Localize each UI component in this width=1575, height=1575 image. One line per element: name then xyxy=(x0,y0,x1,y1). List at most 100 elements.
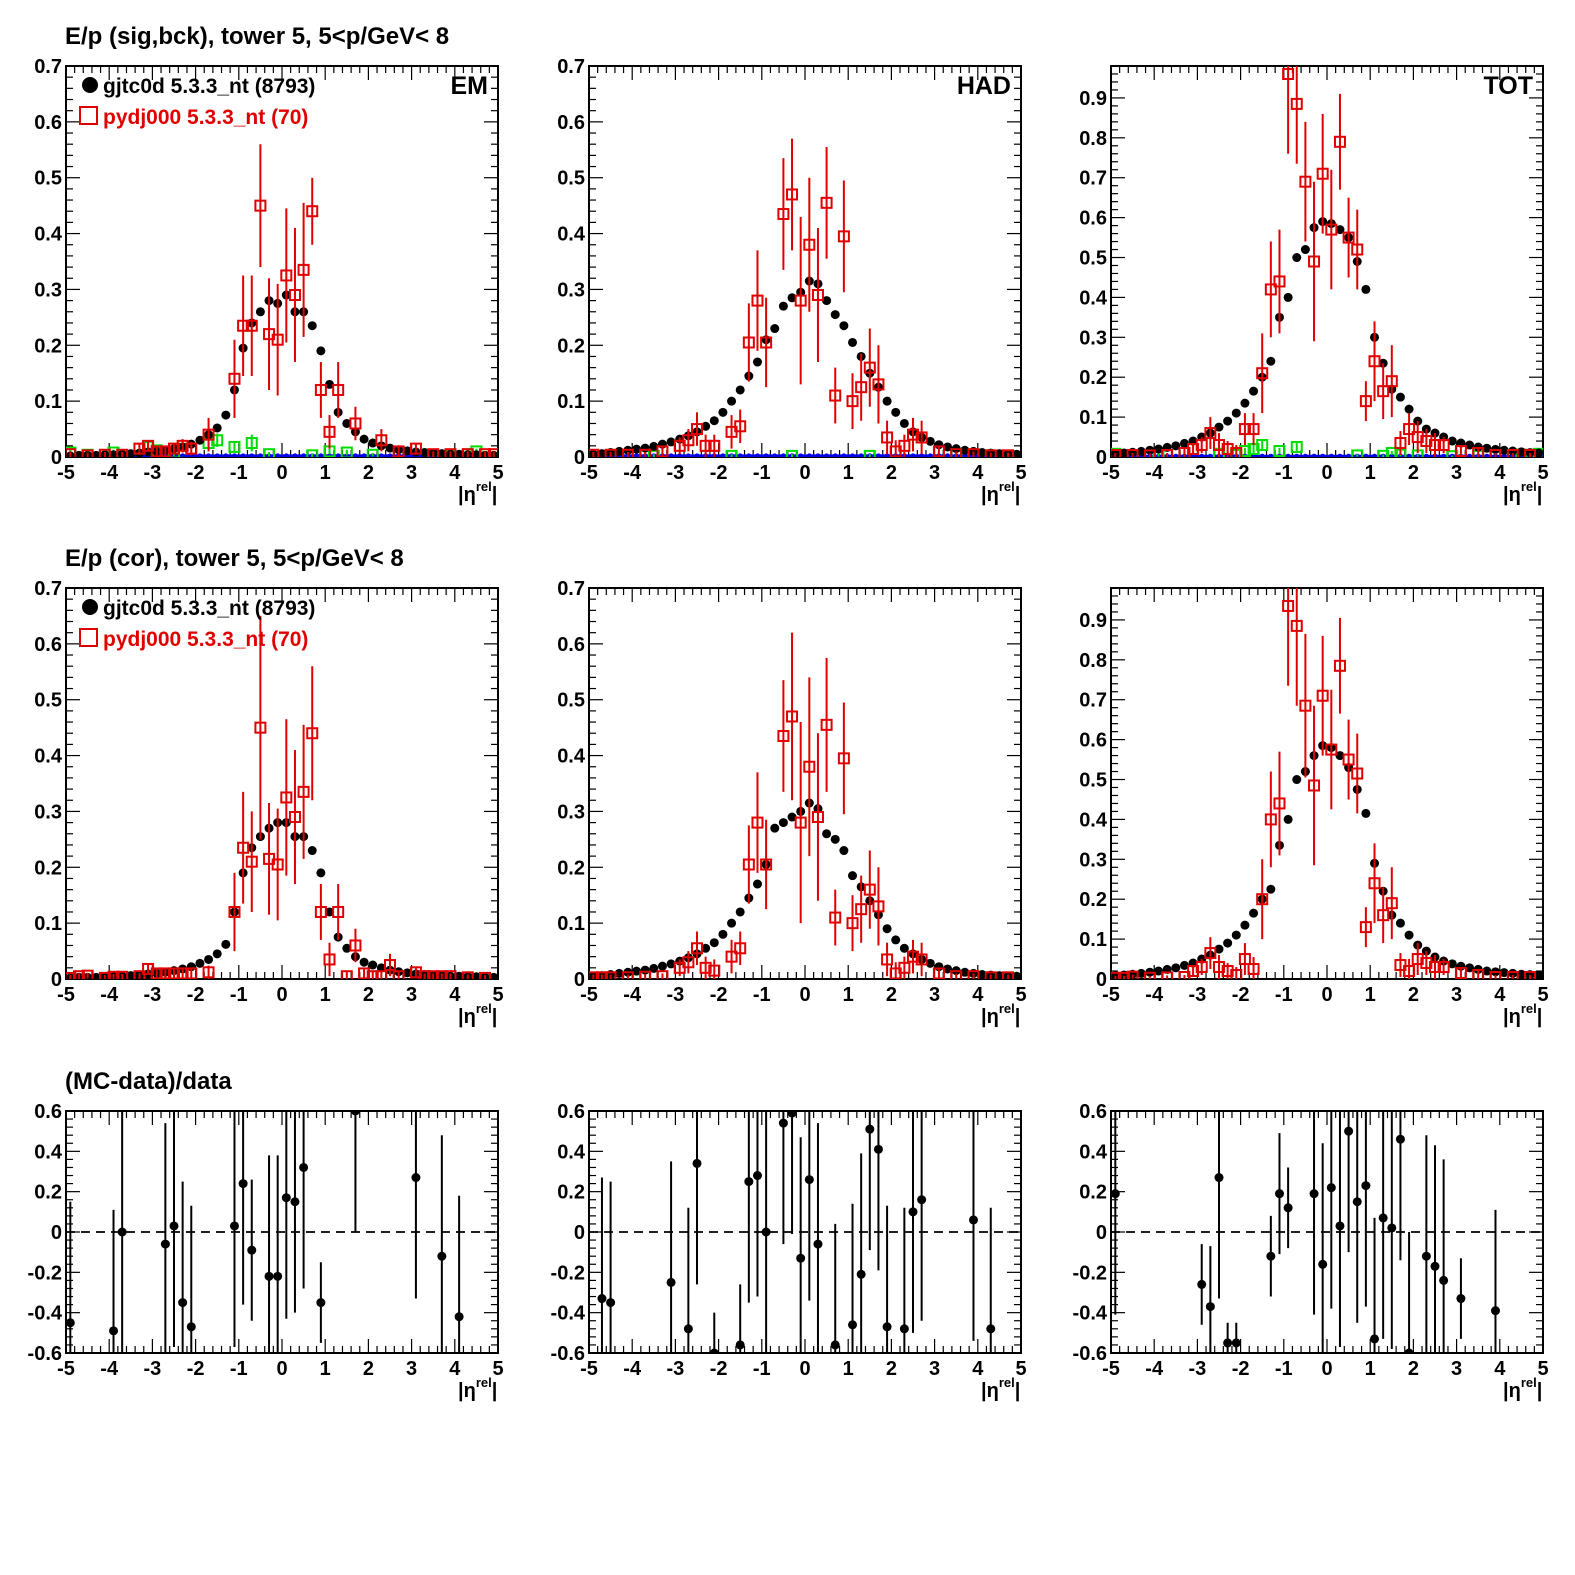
x-tick-label: 0 xyxy=(276,462,287,484)
mc-point xyxy=(202,428,215,441)
blue-series-point xyxy=(850,453,856,457)
blue-series-point xyxy=(301,453,307,457)
mc-point xyxy=(950,448,963,457)
blue-series-point xyxy=(754,453,760,457)
x-tick-label: 3 xyxy=(1451,1358,1462,1380)
data-point xyxy=(1335,751,1345,761)
mc-point xyxy=(1489,971,1502,979)
mc-point xyxy=(1420,957,1433,970)
ratio-point xyxy=(273,1271,283,1281)
ratio-point xyxy=(316,1298,326,1308)
data-point xyxy=(255,307,265,317)
data-point xyxy=(943,442,953,452)
y-tick-label: 0.3 xyxy=(1079,327,1107,349)
legend-mc-marker xyxy=(79,106,98,125)
blue-series-point xyxy=(1467,453,1473,457)
x-tick-label: -4 xyxy=(100,1358,119,1380)
chart-panel-ratio-em: -5 -4 -3 -2 -1 0 1 2 3 4 5 -0.6 -0.4 -0.2 0 0.2 0.4 0.6 |η… xyxy=(28,1101,504,1402)
y-tick-label: 0.6 xyxy=(34,112,62,134)
x-tick-label: -2 xyxy=(1232,984,1250,1006)
blue-series-point xyxy=(1285,453,1291,457)
green-point xyxy=(1351,449,1364,457)
ratio-point xyxy=(109,1326,119,1336)
data-point xyxy=(891,935,901,945)
x-tick-label: -1 xyxy=(230,462,248,484)
y-tick-label: 0.4 xyxy=(557,1141,586,1163)
x-axis-label: |ηrel| xyxy=(458,479,497,506)
x-tick-label: -1 xyxy=(753,462,771,484)
data-point xyxy=(376,963,386,973)
blue-series-point xyxy=(1294,453,1300,457)
mc-point xyxy=(1221,965,1234,978)
mc-point xyxy=(150,967,163,979)
x-tick-label: -3 xyxy=(144,462,162,484)
y-tick-label: 0.2 xyxy=(557,1182,585,1204)
x-tick-label: 5 xyxy=(1537,1358,1548,1380)
mc-point xyxy=(1282,599,1295,612)
mc-point xyxy=(358,967,371,979)
mc-point xyxy=(1368,355,1381,368)
data-point xyxy=(454,449,464,457)
ratio-point xyxy=(1274,1189,1284,1199)
ratio-point xyxy=(1395,1134,1405,1144)
green-point xyxy=(1256,439,1269,452)
blue-series-point xyxy=(231,453,237,457)
blue-series-point xyxy=(875,453,881,457)
blue-series-point xyxy=(1328,453,1334,457)
mc-point xyxy=(1437,961,1450,974)
y-tick-label: -0.6 xyxy=(551,1343,585,1365)
data-point xyxy=(359,957,369,967)
mc-point xyxy=(237,319,250,332)
mc-point xyxy=(881,431,894,444)
ratio-point xyxy=(1197,1279,1207,1289)
data-point xyxy=(891,407,901,417)
ratio-point xyxy=(454,1312,464,1322)
blue-series-point xyxy=(1441,453,1447,457)
x-tick-label: 4 xyxy=(449,462,461,484)
data-point xyxy=(666,437,676,447)
data-point xyxy=(882,396,892,406)
data-point xyxy=(1404,930,1414,940)
mc-point xyxy=(168,967,180,979)
x-tick-label: -3 xyxy=(1189,1358,1207,1380)
x-tick-label: 2 xyxy=(886,462,897,484)
blue-series-point xyxy=(1302,453,1308,457)
data-point xyxy=(752,879,762,889)
blue-series-point xyxy=(824,453,830,457)
mc-point xyxy=(1213,439,1225,452)
mc-point xyxy=(1342,231,1355,244)
data-point xyxy=(368,960,378,970)
blue-series-point xyxy=(1337,453,1343,457)
ratio-point xyxy=(597,1294,607,1304)
mc-point xyxy=(915,431,928,444)
mc-point xyxy=(1524,449,1537,457)
blue-series-point xyxy=(832,453,838,457)
mc-point xyxy=(872,378,885,391)
mc-point xyxy=(1472,447,1485,457)
data-point xyxy=(899,943,909,953)
blue-series-point xyxy=(361,453,367,457)
ratio-point xyxy=(882,1322,892,1332)
ratio-point xyxy=(908,1207,918,1217)
y-tick-label: 0.6 xyxy=(34,1101,62,1123)
blue-series-point xyxy=(677,453,683,457)
mc-point xyxy=(1308,255,1321,268)
mc-point xyxy=(794,294,807,307)
mc-point xyxy=(176,439,189,452)
plot-frame xyxy=(1110,65,1544,458)
x-tick-label: -2 xyxy=(1232,462,1250,484)
x-tick-label: 0 xyxy=(799,1358,810,1380)
x-tick-label: -3 xyxy=(144,1358,162,1380)
y-tick-label: 0.4 xyxy=(1079,287,1108,309)
mc-point xyxy=(621,971,634,979)
data-point xyxy=(1012,449,1021,457)
ratio-point xyxy=(692,1158,702,1168)
mc-point xyxy=(409,966,422,979)
mc-point xyxy=(185,442,198,455)
mc-point xyxy=(734,942,747,955)
ratio-point xyxy=(813,1239,823,1249)
x-tick-label: 4 xyxy=(972,462,984,484)
data-point xyxy=(1240,920,1250,930)
mc-point xyxy=(479,448,492,457)
x-tick-label: -3 xyxy=(667,1358,685,1380)
